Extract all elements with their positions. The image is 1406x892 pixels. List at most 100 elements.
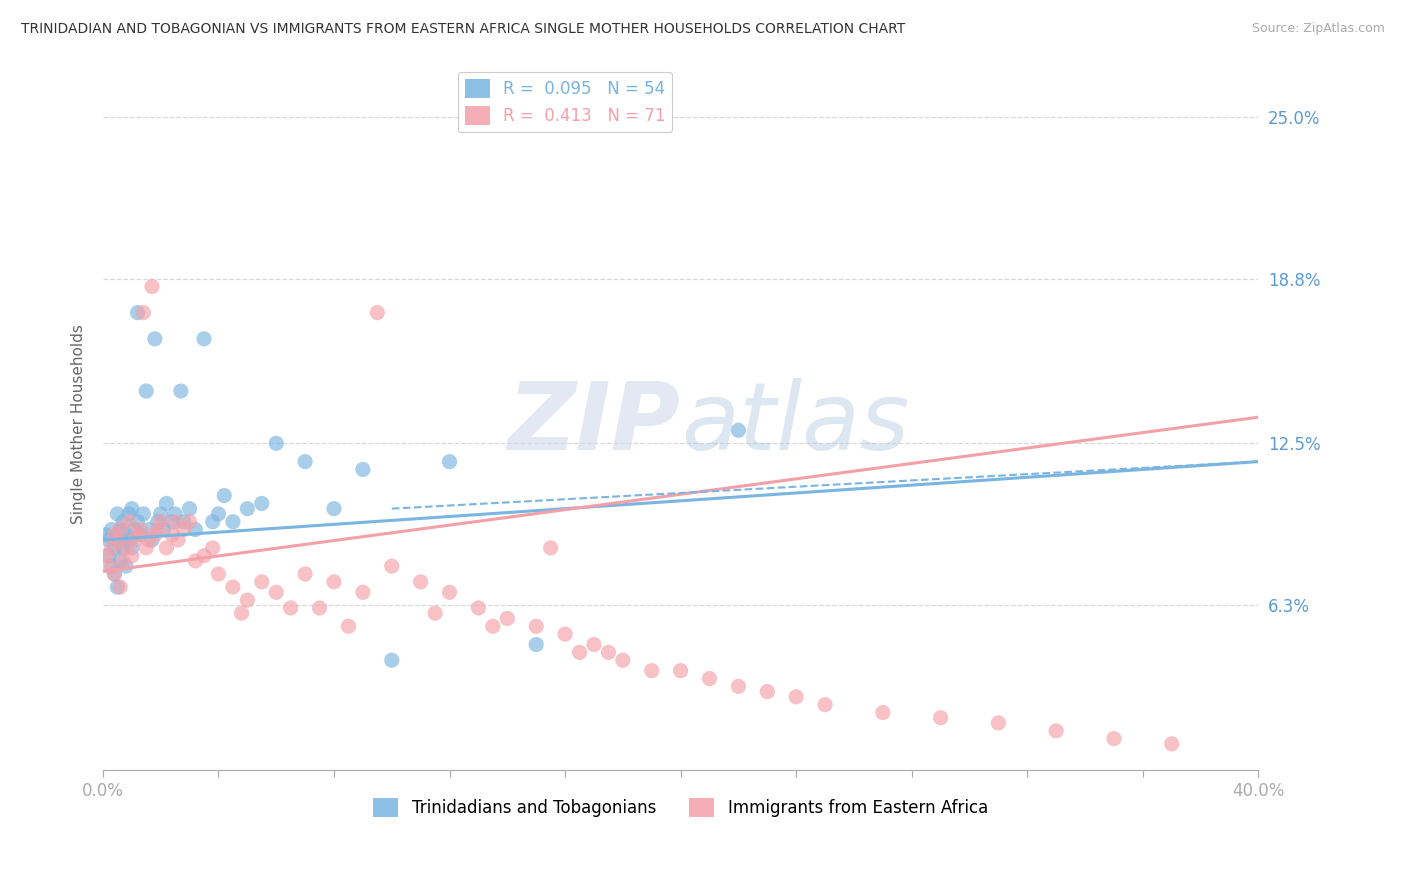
Point (439, 585, 461, 599)
Text: atlas: atlas (681, 378, 908, 469)
Text: ZIP: ZIP (508, 377, 681, 470)
Point (127, 528, 149, 542)
Point (115, 528, 138, 542)
Point (201, 515, 224, 529)
Point (294, 566, 316, 581)
Point (236, 593, 259, 607)
Point (439, 455, 461, 469)
Point (110, 554, 132, 568)
Point (149, 515, 172, 529)
Point (115, 559, 138, 574)
Point (146, 515, 169, 529)
Point (115, 541, 138, 555)
Point (323, 501, 346, 516)
Point (94, 549, 117, 563)
Point (524, 619, 547, 633)
Point (103, 566, 125, 581)
Point (112, 515, 135, 529)
Point (785, 690, 807, 704)
Point (482, 619, 505, 633)
Point (222, 515, 245, 529)
Point (110, 580, 132, 594)
Point (165, 507, 187, 521)
Point (105, 507, 128, 521)
Point (352, 585, 374, 599)
Point (121, 541, 143, 555)
Text: TRINIDADIAN AND TOBAGONIAN VS IMMIGRANTS FROM EASTERN AFRICA SINGLE MOTHER HOUSE: TRINIDADIAN AND TOBAGONIAN VS IMMIGRANTS… (21, 22, 905, 37)
Point (124, 523, 146, 537)
Point (814, 698, 837, 712)
Point (105, 533, 128, 547)
Point (193, 549, 215, 563)
Point (121, 549, 143, 563)
Point (124, 533, 146, 547)
Point (138, 523, 160, 537)
Point (160, 515, 183, 529)
Point (669, 664, 692, 678)
Point (264, 585, 287, 599)
Point (138, 533, 160, 547)
Point (155, 541, 177, 555)
Point (727, 423, 749, 437)
Point (141, 533, 163, 547)
Point (118, 515, 141, 529)
Point (103, 528, 125, 542)
Point (366, 306, 388, 320)
Point (250, 496, 273, 510)
Point (1160, 737, 1182, 751)
Point (97, 549, 120, 563)
Point (170, 384, 193, 398)
Point (152, 523, 174, 537)
Point (323, 574, 346, 589)
Point (146, 523, 169, 537)
Legend: Trinidadians and Tobagonians, Immigrants from Eastern Africa: Trinidadians and Tobagonians, Immigrants… (367, 791, 994, 824)
Point (149, 507, 172, 521)
Point (582, 638, 605, 652)
Point (568, 645, 591, 659)
Point (118, 533, 141, 547)
Point (160, 528, 183, 542)
Point (100, 523, 122, 537)
Point (540, 541, 562, 555)
Point (381, 653, 404, 667)
Point (100, 541, 122, 555)
Point (110, 523, 132, 537)
Point (179, 501, 201, 516)
Point (872, 706, 894, 720)
Point (97, 559, 120, 574)
Point (1102, 731, 1125, 746)
Text: Source: ZipAtlas.com: Source: ZipAtlas.com (1251, 22, 1385, 36)
Point (352, 462, 374, 476)
Point (184, 554, 207, 568)
Point (127, 306, 149, 320)
Point (467, 601, 489, 615)
Point (135, 384, 157, 398)
Point (105, 533, 128, 547)
Point (184, 523, 207, 537)
Point (193, 332, 215, 346)
Point (524, 638, 547, 652)
Point (132, 306, 155, 320)
Point (280, 601, 302, 615)
Point (105, 580, 128, 594)
Point (598, 645, 620, 659)
Point (127, 515, 149, 529)
Point (100, 559, 122, 574)
Point (143, 528, 166, 542)
Point (121, 501, 143, 516)
Point (294, 455, 316, 469)
Point (381, 559, 404, 574)
Point (231, 606, 253, 620)
Point (1045, 723, 1067, 738)
Point (129, 528, 152, 542)
Point (409, 574, 432, 589)
Point (97, 533, 120, 547)
Point (173, 515, 195, 529)
Point (222, 580, 245, 594)
Point (94, 528, 117, 542)
Point (179, 515, 201, 529)
Point (132, 507, 155, 521)
Point (129, 523, 152, 537)
Point (612, 653, 634, 667)
Point (110, 523, 132, 537)
